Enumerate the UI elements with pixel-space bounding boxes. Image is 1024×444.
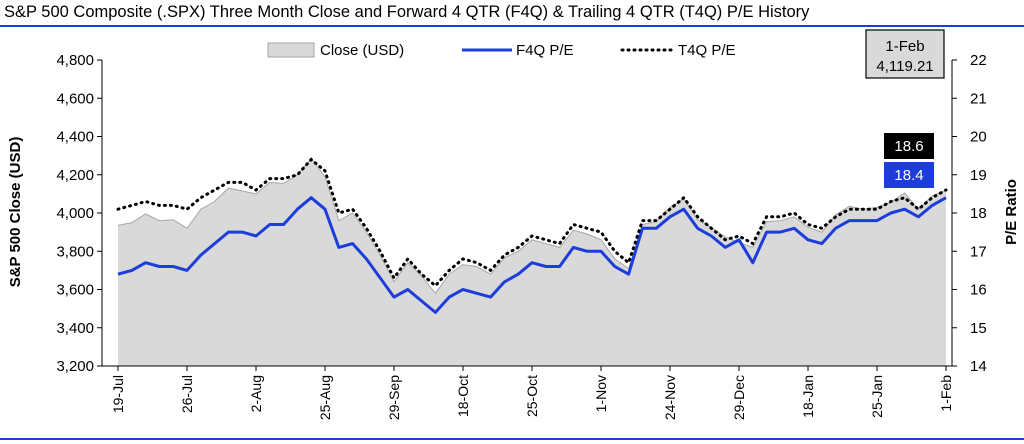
- f4q-badge-box: [884, 162, 934, 188]
- y2-tick-label: 20: [970, 129, 987, 146]
- x-tick-label: 25-Jan: [869, 375, 885, 418]
- x-tick-label: 19-Jul: [110, 375, 126, 413]
- close-annotation: 1-Feb 4,119.21: [865, 29, 945, 79]
- y2-tick-label: 15: [970, 320, 987, 337]
- x-tick-label: 1-Feb: [938, 375, 954, 412]
- x-tick-label: 18-Oct: [455, 375, 471, 417]
- y2-tick-label: 16: [970, 282, 987, 299]
- y2-tick-label: 18: [970, 205, 987, 222]
- y-tick-label: 4,200: [56, 167, 94, 184]
- close-outline: [117, 157, 947, 295]
- legend-f4q-label: F4Q P/E: [516, 42, 574, 59]
- axes: [101, 60, 953, 367]
- t4q-last-value: 18.6: [894, 138, 923, 155]
- pe-line-series: [116, 157, 948, 314]
- t4q-last-badge: 18.6: [884, 133, 934, 159]
- y2-axis-ticks: 14 15 16 17 18 19 20 21 22: [952, 52, 987, 375]
- y-tick-label: 3,800: [56, 243, 94, 260]
- y2-tick-label: 21: [970, 90, 987, 107]
- f4q-last-badge: 18.4: [884, 162, 934, 188]
- y-tick-label: 3,400: [56, 320, 94, 337]
- x-tick-label: 26-Jul: [179, 375, 195, 413]
- y2-tick-label: 22: [970, 52, 987, 69]
- x-axis-ticks: 19-Jul 26-Jul 2-Aug 25-Aug 29-Sep 18-Oct 25-Oc…: [110, 366, 954, 420]
- x-tick-label: 29-Dec: [731, 375, 747, 420]
- f4q-pe-line: [117, 196, 947, 314]
- y-tick-label: 3,200: [56, 358, 94, 375]
- y2-tick-label: 19: [970, 167, 987, 184]
- y2-axis-label: P/E Ratio: [1003, 179, 1020, 245]
- x-tick-label: 2-Aug: [248, 375, 264, 412]
- close-annotation-box: [865, 29, 945, 79]
- x-tick-label: 24-Nov: [662, 375, 678, 420]
- y2-tick-label: 17: [970, 243, 987, 260]
- t4q-badge-box: [884, 133, 934, 159]
- legend: Close (USD) F4Q P/E T4Q P/E: [267, 42, 736, 59]
- legend-close-swatch: [267, 42, 315, 58]
- x-tick-label: 1-Nov: [593, 375, 609, 412]
- y2-tick-label: 14: [970, 358, 987, 375]
- y-axis-ticks: 3,200 3,400 3,600 3,800 4,000 4,200 4,400 4,600…: [56, 52, 102, 375]
- t4q-pe-line: [116, 157, 948, 288]
- y-tick-label: 3,600: [56, 282, 94, 299]
- x-tick-label: 18-Jan: [800, 375, 816, 418]
- legend-t4q-label: T4Q P/E: [678, 42, 736, 59]
- x-tick-label: 29-Sep: [386, 375, 402, 420]
- y-tick-label: 4,000: [56, 205, 94, 222]
- legend-close-label: Close (USD): [320, 42, 404, 59]
- x-tick-label: 25-Aug: [317, 375, 333, 420]
- x-tick-label: 25-Oct: [524, 375, 540, 417]
- annotation-close: 4,119.21: [876, 58, 933, 75]
- y-tick-label: 4,600: [56, 90, 94, 107]
- chart-title: S&P 500 Composite (.SPX) Three Month Clo…: [4, 3, 810, 21]
- y-axis-label: S&P 500 Close (USD): [7, 137, 24, 288]
- f4q-last-value: 18.4: [894, 167, 923, 184]
- y-tick-label: 4,800: [56, 52, 94, 69]
- annotation-date: 1-Feb: [885, 38, 924, 55]
- y-tick-label: 4,400: [56, 129, 94, 146]
